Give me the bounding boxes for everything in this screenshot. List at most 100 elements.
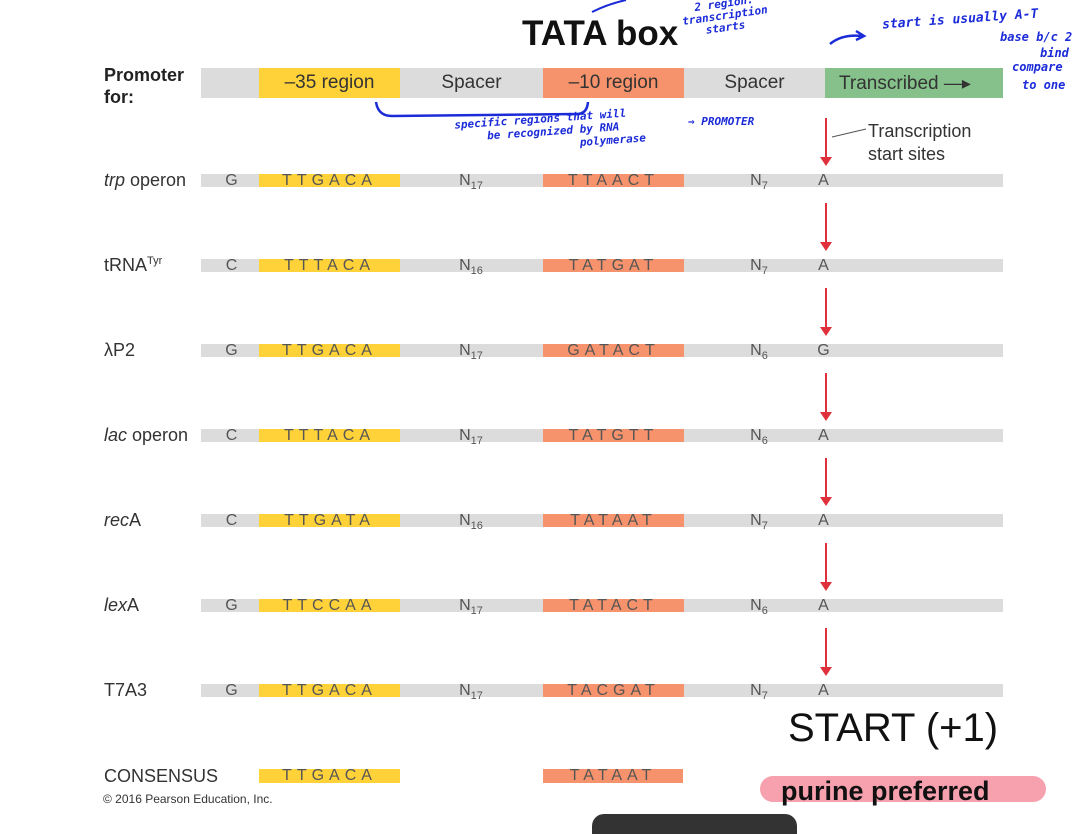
- start-site-arrow: [825, 458, 827, 499]
- minus10-box-text: TATGTT: [568, 427, 659, 444]
- handwritten-note-right: start is usually A-T: [881, 6, 1039, 33]
- minus10-box-text: TATGAT: [568, 257, 659, 274]
- minus35-box: TTTACA: [259, 258, 400, 274]
- consensus-minus10-seq: TATAAT: [569, 767, 657, 784]
- start-base-text: G: [817, 342, 835, 359]
- spacer1: N17: [451, 597, 491, 618]
- minus10-box-text: GATACT: [567, 342, 660, 359]
- gene-name: T7A3: [104, 680, 147, 701]
- upstream-base: G: [223, 343, 245, 359]
- gene-name-suffix: λP2: [104, 340, 136, 360]
- start-base: G: [815, 342, 837, 359]
- start-base-text: A: [818, 512, 834, 529]
- region-minus35-label: –35 region: [284, 72, 375, 93]
- gene-name-superscript: Tyr: [147, 255, 163, 267]
- upstream-base-text: C: [225, 512, 243, 529]
- spacer2-count: 6: [761, 435, 768, 448]
- promoter-header-bar: –35 region Spacer –10 region Spacer Tran…: [201, 68, 1003, 98]
- down-arrow-icon: [820, 497, 832, 506]
- gene-name-italic: lac: [104, 425, 128, 445]
- handwritten-arrow-icon: [829, 29, 867, 45]
- region-minus10-label: –10 region: [568, 72, 659, 93]
- spacer1: N17: [451, 428, 491, 448]
- sequence-bar: G TTGACA N17 GATACT N6 G: [201, 342, 1003, 363]
- sequence-bar: G TTGACA N17 TTAACT N7 A: [201, 172, 1003, 193]
- upstream-base-text: G: [225, 172, 243, 189]
- spacer2: N6: [739, 598, 779, 618]
- minus10-box: TTAACT: [543, 172, 684, 189]
- gene-name-suffix: A: [129, 510, 142, 530]
- upstream-base-text: C: [225, 257, 243, 274]
- spacer1-n: N: [459, 342, 471, 359]
- handwritten-note-right-3: bind: [1040, 46, 1069, 60]
- minus35-box: TTGACA: [259, 682, 400, 699]
- spacer2: N7: [739, 513, 779, 533]
- region-minus35: –35 region: [259, 68, 400, 98]
- down-arrow-icon: [820, 157, 832, 166]
- spacer1-n: N: [459, 597, 471, 614]
- minus10-box: TACGAT: [543, 682, 684, 699]
- region-spacer-2-label: Spacer: [724, 72, 785, 93]
- minus10-box-text: TACGAT: [567, 682, 660, 699]
- upstream-base: C: [223, 428, 245, 444]
- spacer1-count: 17: [470, 350, 483, 363]
- start-base: A: [815, 258, 837, 274]
- gene-name-italic: trp: [104, 170, 126, 190]
- down-arrow-icon: [820, 582, 832, 591]
- spacer2-count: 7: [761, 265, 768, 278]
- spacer2-count: 7: [761, 180, 768, 193]
- spacer2-count: 6: [761, 605, 768, 618]
- consensus-label: CONSENSUS: [104, 766, 219, 786]
- gene-name-italic: lex: [104, 595, 128, 615]
- minus35-box: TTGATA: [259, 513, 400, 529]
- spacer2-count: 6: [761, 350, 768, 363]
- handwritten-note-right-5: to one: [1022, 78, 1066, 92]
- spacer2-n: N: [750, 682, 762, 699]
- spacer2-n: N: [750, 257, 762, 274]
- upstream-base: G: [223, 683, 245, 699]
- gene-name: recA: [104, 510, 141, 531]
- media-controls-bar[interactable]: [592, 814, 797, 834]
- start-site-arrow: [825, 288, 827, 329]
- sequence-bar: C TTTACA N16 TATGAT N7 A: [201, 257, 1003, 278]
- upstream-base-text: G: [225, 597, 243, 614]
- spacer2-n: N: [750, 427, 762, 444]
- start-base-text: A: [818, 597, 834, 614]
- spacer2-count: 7: [761, 690, 768, 703]
- spacer2: N6: [739, 343, 779, 363]
- gene-name-suffix: T7A3: [104, 680, 148, 700]
- leader-line: [831, 128, 867, 138]
- minus35-box-text: TTTACA: [283, 427, 376, 444]
- spacer1-count: 16: [470, 265, 483, 278]
- purine-note: purine preferred: [781, 776, 990, 806]
- gene-name-italic: rec: [104, 510, 130, 530]
- start-base: A: [815, 428, 837, 444]
- spacer1-count: 17: [470, 605, 483, 618]
- start-base: A: [815, 683, 837, 699]
- spacer1: N16: [451, 258, 491, 278]
- start-site-arrow: [825, 118, 827, 159]
- spacer1: N16: [451, 513, 491, 533]
- minus10-box-text: TTAACT: [567, 172, 660, 189]
- handwritten-stroke: [591, 0, 627, 13]
- consensus-minus10: TATAAT: [543, 767, 683, 784]
- minus35-box-text: TTGACA: [282, 682, 377, 699]
- spacer2-n: N: [750, 172, 762, 189]
- start-note: START (+1): [788, 706, 999, 750]
- handwritten-bracket: [374, 101, 590, 118]
- right-arrow-icon: —▸: [943, 73, 971, 93]
- upstream-base: C: [223, 512, 245, 529]
- gene-name: lac operon: [104, 425, 188, 446]
- region-spacer-1: Spacer: [400, 68, 543, 98]
- minus10-box: TATAAT: [543, 512, 684, 529]
- sequence-bar: G TTCCAA N17 TATACT N6 A: [201, 597, 1003, 618]
- handwritten-note-top: 2 region: transcription starts: [680, 0, 770, 40]
- handwritten-note-promoter: ⇒ PROMOTER: [688, 115, 755, 128]
- spacer1: N17: [451, 342, 491, 363]
- gene-name: tRNATyr: [104, 255, 162, 276]
- promoter-label: Promoter for:: [104, 65, 185, 107]
- spacer2: N7: [739, 172, 779, 193]
- spacer2: N7: [739, 257, 779, 278]
- spacer1-count: 17: [470, 690, 483, 703]
- minus10-box-text: TATAAT: [570, 512, 657, 529]
